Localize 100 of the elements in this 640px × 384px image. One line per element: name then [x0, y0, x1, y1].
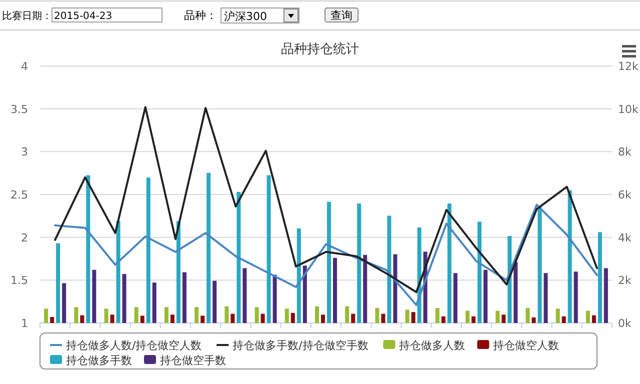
- bar: [447, 203, 452, 323]
- bar: [140, 316, 144, 323]
- bar: [375, 308, 380, 323]
- bar: [92, 270, 96, 323]
- bar: [321, 314, 325, 323]
- bar: [182, 272, 186, 323]
- bar: [122, 274, 126, 323]
- y-tick-label: 2.5: [10, 188, 28, 202]
- bar: [302, 266, 307, 323]
- bar: [327, 202, 331, 323]
- bar: [562, 316, 566, 323]
- bar: [604, 268, 608, 323]
- bar: [50, 317, 54, 323]
- bar: [484, 270, 488, 323]
- bar: [212, 280, 217, 323]
- bar: [110, 314, 114, 323]
- y-tick-label: 1: [21, 317, 28, 330]
- bar: [230, 314, 235, 323]
- line-series: [54, 106, 598, 294]
- bar: [363, 254, 368, 323]
- bar: [176, 221, 180, 323]
- bar: [544, 273, 548, 323]
- bar: [272, 274, 277, 323]
- legend-label: 持仓做多手数/持仓做空手数: [232, 339, 368, 352]
- bar: [44, 308, 48, 323]
- bar: [598, 232, 602, 323]
- bar: [56, 243, 60, 323]
- bar: [441, 316, 446, 323]
- y2-tick-label: 8k: [618, 146, 632, 159]
- bar: [568, 190, 572, 323]
- bar: [472, 316, 476, 323]
- legend-label: 持仓做空手数: [160, 354, 226, 367]
- bar: [453, 273, 458, 323]
- bar: [574, 272, 578, 323]
- bar: [284, 308, 289, 323]
- bar: [592, 315, 596, 323]
- bar: [62, 283, 66, 323]
- bar: [502, 314, 506, 323]
- line-series: [54, 204, 598, 306]
- text: 品种：: [184, 9, 217, 22]
- y2-tick-label: 6k: [618, 188, 632, 202]
- bar: [242, 268, 247, 323]
- bar: [200, 316, 205, 323]
- y-tick-label: 1.5: [10, 274, 28, 288]
- y-tick-label: 2: [21, 231, 28, 244]
- bar: [526, 308, 530, 323]
- bar: [351, 314, 356, 323]
- bar: [586, 310, 590, 323]
- bar: [538, 206, 542, 323]
- bar: [296, 228, 301, 323]
- bar: [116, 221, 120, 323]
- bar: [405, 310, 410, 323]
- y2-tick-label: 10k: [618, 102, 639, 116]
- bar: [194, 307, 199, 323]
- y2-tick-label: 2k: [618, 274, 632, 288]
- bar: [152, 282, 156, 323]
- bar: [315, 306, 319, 323]
- bar: [254, 307, 259, 323]
- bar: [496, 310, 500, 323]
- legend-label: 持仓做多人数: [399, 339, 466, 352]
- bar: [134, 307, 138, 323]
- bar: [357, 203, 362, 323]
- text: 查询: [330, 9, 352, 22]
- bar: [393, 254, 398, 323]
- bar: [80, 315, 84, 323]
- bar: [345, 306, 350, 323]
- bar: [556, 308, 560, 323]
- bar: [74, 307, 78, 323]
- bar: [532, 317, 536, 323]
- bar: [387, 216, 392, 323]
- bar: [146, 178, 150, 323]
- y-tick-label: 4: [21, 60, 28, 73]
- y2-tick-label: 12k: [618, 60, 639, 73]
- y-tick-label: 3: [21, 146, 28, 159]
- bar: [333, 258, 337, 323]
- bar: [236, 192, 241, 323]
- y-tick-label: 3.5: [10, 102, 28, 116]
- text: 比赛日期：: [2, 10, 52, 22]
- bar: [104, 308, 108, 323]
- bar: [164, 307, 168, 323]
- bar: [478, 222, 482, 323]
- bar: [290, 312, 295, 323]
- bar: [381, 314, 386, 323]
- bar: [170, 314, 174, 323]
- bar: [206, 172, 211, 323]
- bar: [435, 308, 440, 323]
- legend-label: 持仓做空人数: [493, 339, 560, 352]
- bar: [224, 306, 229, 323]
- chart-title: 品种持仓统计: [281, 42, 359, 57]
- bar: [514, 262, 518, 323]
- y2-tick-label: 4k: [618, 231, 632, 244]
- bar: [466, 310, 470, 323]
- bar: [86, 175, 90, 323]
- legend-label: 持仓做多人数/持仓做空人数: [66, 339, 202, 352]
- bar: [260, 314, 265, 323]
- text: 沪深300: [224, 10, 267, 23]
- text: 2015-04-23: [54, 11, 112, 22]
- bar: [411, 312, 416, 323]
- y2-tick-label: 0k: [618, 317, 632, 330]
- bar: [266, 175, 271, 323]
